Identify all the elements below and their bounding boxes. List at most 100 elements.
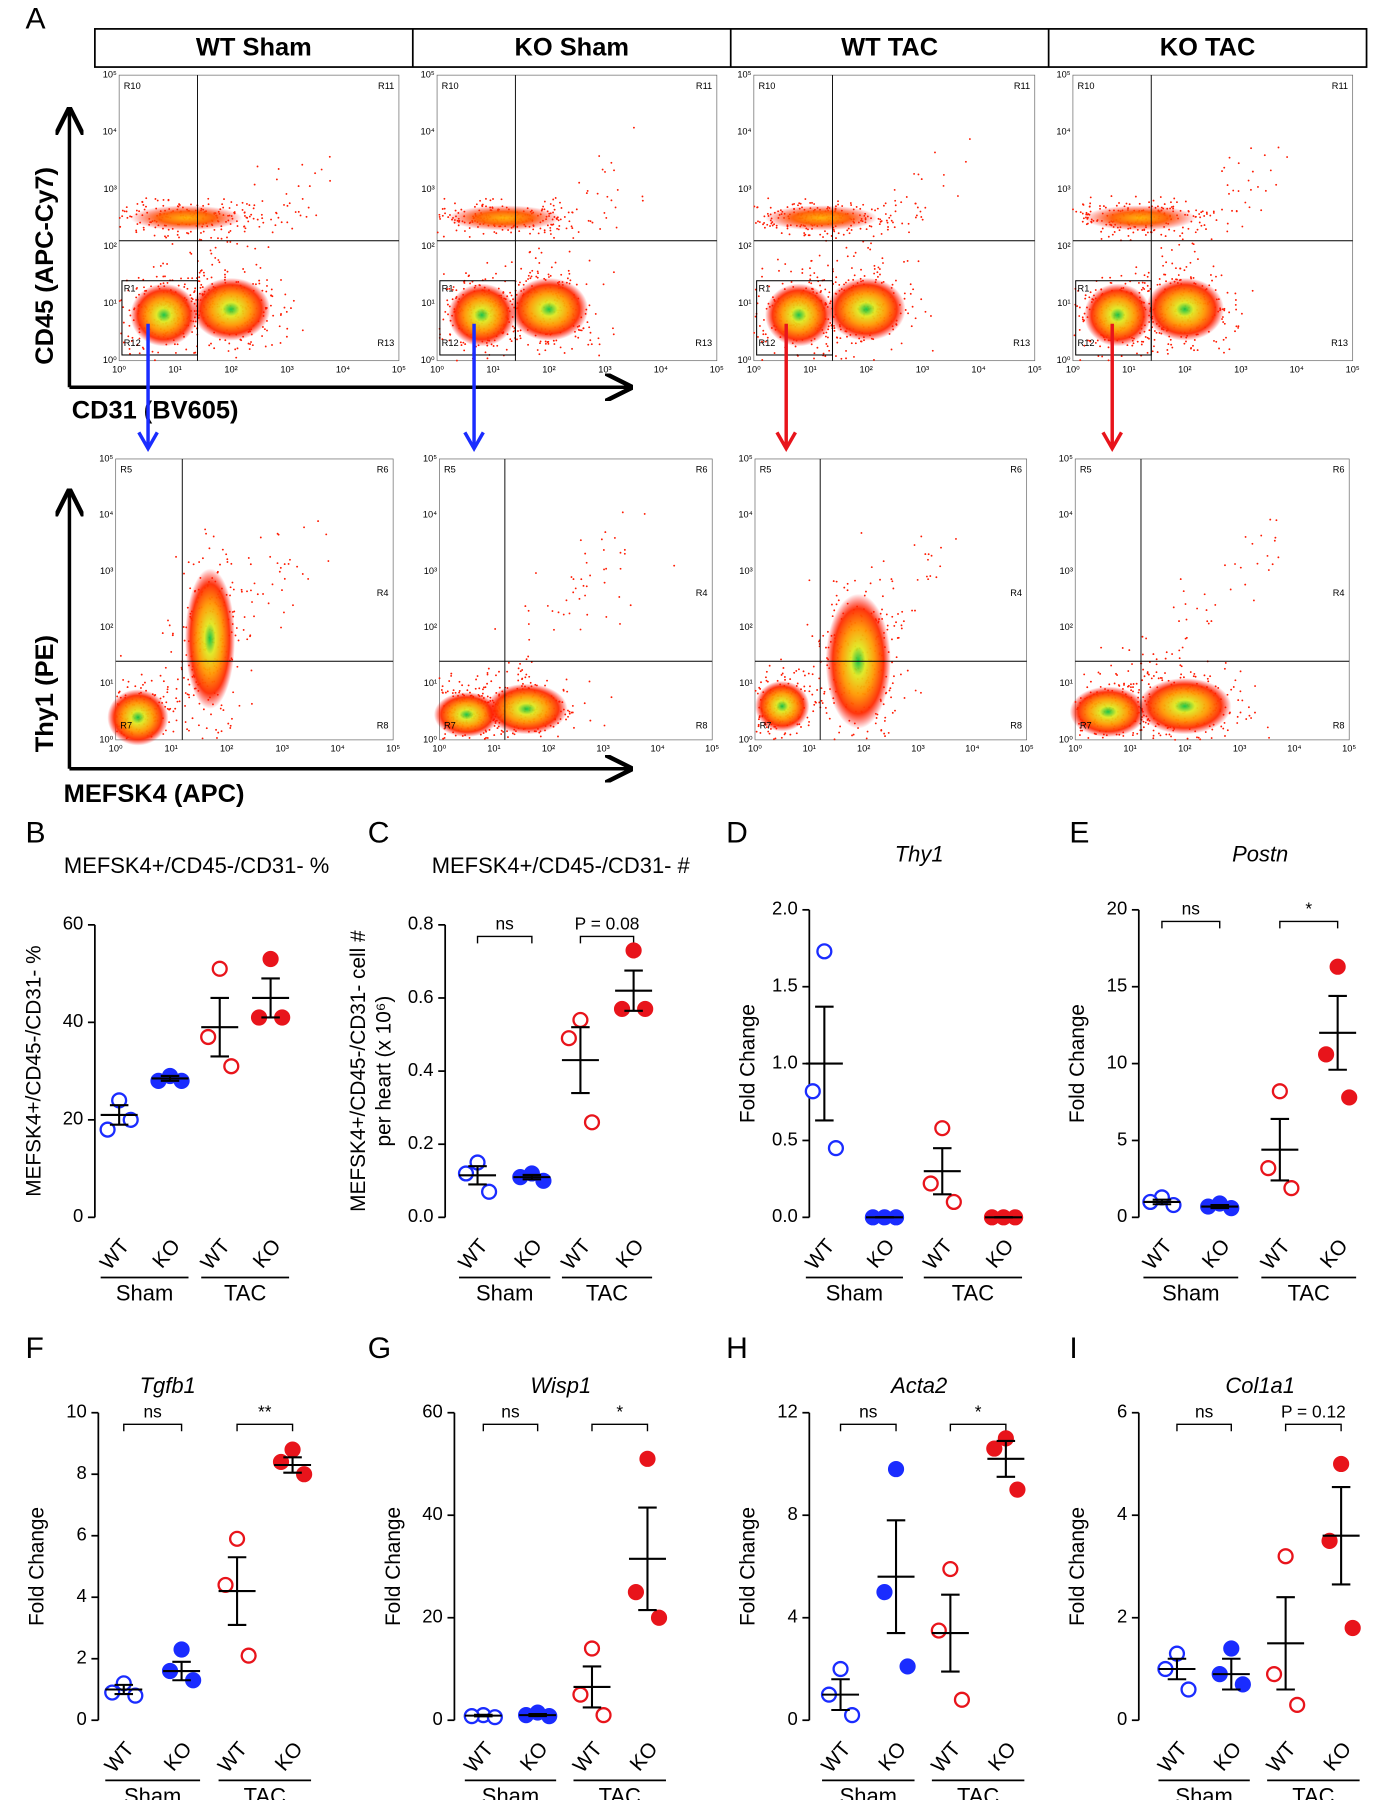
event-dot (560, 207, 563, 209)
data-point (223, 1058, 240, 1075)
event-dot (162, 680, 165, 683)
event-dot (846, 589, 849, 592)
event-dot (615, 226, 618, 229)
event-dot (271, 583, 274, 586)
event-dot (798, 202, 801, 205)
event-dot (264, 345, 267, 348)
region-label: R11 (1332, 81, 1348, 91)
event-dot (612, 333, 615, 336)
event-dot (766, 223, 769, 226)
event-dot (443, 207, 446, 210)
event-dot (824, 706, 827, 709)
event-dot (574, 587, 577, 590)
event-dot (1170, 201, 1172, 204)
event-dot (553, 343, 556, 345)
region-label: R6 (1010, 465, 1022, 475)
event-dot (253, 582, 256, 585)
event-dot (166, 691, 169, 694)
event-dot (248, 348, 251, 350)
data-point (922, 1175, 939, 1192)
event-dot (763, 226, 766, 229)
event-dot (1152, 734, 1155, 737)
event-dot (880, 220, 883, 222)
error-bar (109, 1104, 129, 1126)
event-dot (1094, 289, 1097, 291)
axis-title: CD45 (APC-Cy7) (31, 167, 59, 365)
y-tick-label: 10⁰ (738, 355, 752, 365)
event-dot (764, 333, 767, 336)
event-dot (205, 727, 208, 730)
event-dot (198, 561, 201, 563)
event-dot (1181, 226, 1184, 229)
event-dot (791, 203, 794, 206)
event-dot (220, 228, 223, 231)
event-dot (1239, 670, 1242, 673)
event-dot (1076, 305, 1079, 307)
event-dot (1220, 274, 1223, 277)
y-tick-label: 10⁰ (421, 355, 435, 365)
event-dot (1254, 711, 1256, 714)
event-dot (842, 233, 845, 236)
event-dot (222, 206, 225, 209)
event-dot (789, 733, 792, 736)
event-dot (525, 658, 528, 661)
event-dot (547, 342, 550, 345)
event-dot (802, 670, 805, 673)
event-dot (301, 573, 304, 575)
event-dot (1224, 661, 1227, 664)
event-dot (1179, 578, 1182, 581)
event-dot (585, 585, 588, 588)
event-dot (454, 202, 456, 205)
event-dot (876, 271, 879, 274)
event-dot (835, 603, 838, 606)
event-dot (891, 638, 893, 641)
event-dot (1120, 274, 1123, 277)
event-dot (766, 336, 769, 339)
event-dot (804, 198, 807, 200)
event-dot (1260, 534, 1263, 537)
y-tick-label: 10⁴ (99, 510, 113, 520)
event-dot (466, 689, 469, 692)
event-dot (763, 318, 765, 321)
region-label: R12 (1078, 338, 1095, 348)
event-dot (1078, 734, 1081, 736)
event-dot (198, 276, 201, 279)
event-dot (271, 344, 273, 346)
event-dot (559, 346, 562, 349)
event-dot (598, 343, 601, 346)
event-dot (224, 276, 227, 279)
significance-bracket (476, 935, 533, 944)
event-dot (1275, 183, 1278, 186)
event-dot (934, 151, 936, 154)
event-dot (931, 349, 934, 352)
event-dot (902, 620, 905, 623)
event-dot (528, 675, 531, 678)
event-dot (243, 616, 246, 618)
plot-frame (1074, 458, 1350, 741)
event-dot (818, 640, 820, 643)
y-axis-title: Fold Change (1066, 1004, 1089, 1123)
event-dot (258, 225, 261, 228)
event-dot (165, 701, 168, 704)
event-dot (1198, 221, 1201, 224)
event-dot (838, 731, 841, 734)
event-dot (939, 565, 942, 568)
event-dot (538, 353, 541, 356)
event-dot (1100, 646, 1103, 649)
event-dot (811, 673, 814, 676)
event-dot (1224, 564, 1226, 567)
event-dot (1183, 342, 1186, 345)
event-dot (1226, 291, 1229, 294)
event-dot (165, 236, 168, 239)
density (509, 277, 589, 341)
event-dot (1223, 351, 1225, 354)
event-dot (780, 658, 782, 661)
event-dot (1218, 347, 1220, 350)
density (1069, 686, 1147, 738)
event-dot (171, 634, 174, 637)
event-dot (486, 673, 489, 676)
event-dot (554, 261, 557, 264)
event-dot (846, 255, 849, 258)
event-dot (1184, 603, 1187, 605)
